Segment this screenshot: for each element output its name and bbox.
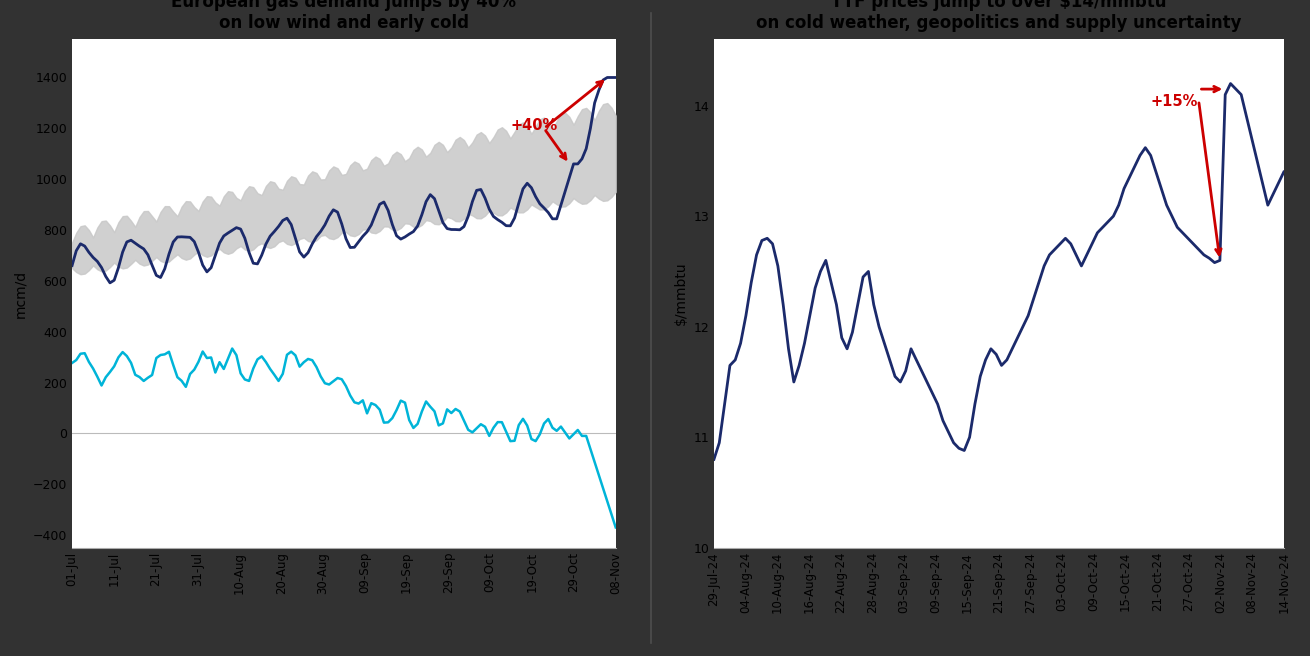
2024 <box>469 186 485 194</box>
storage <box>469 424 485 432</box>
Line: 2024: 2024 <box>72 77 616 283</box>
storage <box>427 407 443 415</box>
2024 <box>300 249 316 256</box>
2024 <box>494 218 510 226</box>
Line: storage: storage <box>72 348 616 527</box>
2024 <box>102 279 118 287</box>
2024 <box>216 232 232 240</box>
storage <box>351 400 367 407</box>
2024 <box>600 73 616 81</box>
storage <box>608 523 624 531</box>
Y-axis label: mcm/d: mcm/d <box>13 270 28 318</box>
storage <box>224 344 240 352</box>
storage <box>300 355 316 363</box>
2024 <box>64 262 80 270</box>
Y-axis label: $/mmbtu: $/mmbtu <box>673 262 688 325</box>
2024 <box>427 195 443 203</box>
Text: +40%: +40% <box>511 117 558 133</box>
Title: European gas demand jumps by 40%
on low wind and early cold: European gas demand jumps by 40% on low … <box>172 0 516 32</box>
storage <box>494 419 510 426</box>
storage <box>64 359 80 367</box>
2024 <box>351 237 367 245</box>
2024 <box>608 73 624 81</box>
Title: TTF prices jump to over $14/mmbtu
on cold weather, geopolitics and supply uncert: TTF prices jump to over $14/mmbtu on col… <box>756 0 1242 32</box>
Text: +15%: +15% <box>1150 94 1199 109</box>
storage <box>212 358 228 366</box>
